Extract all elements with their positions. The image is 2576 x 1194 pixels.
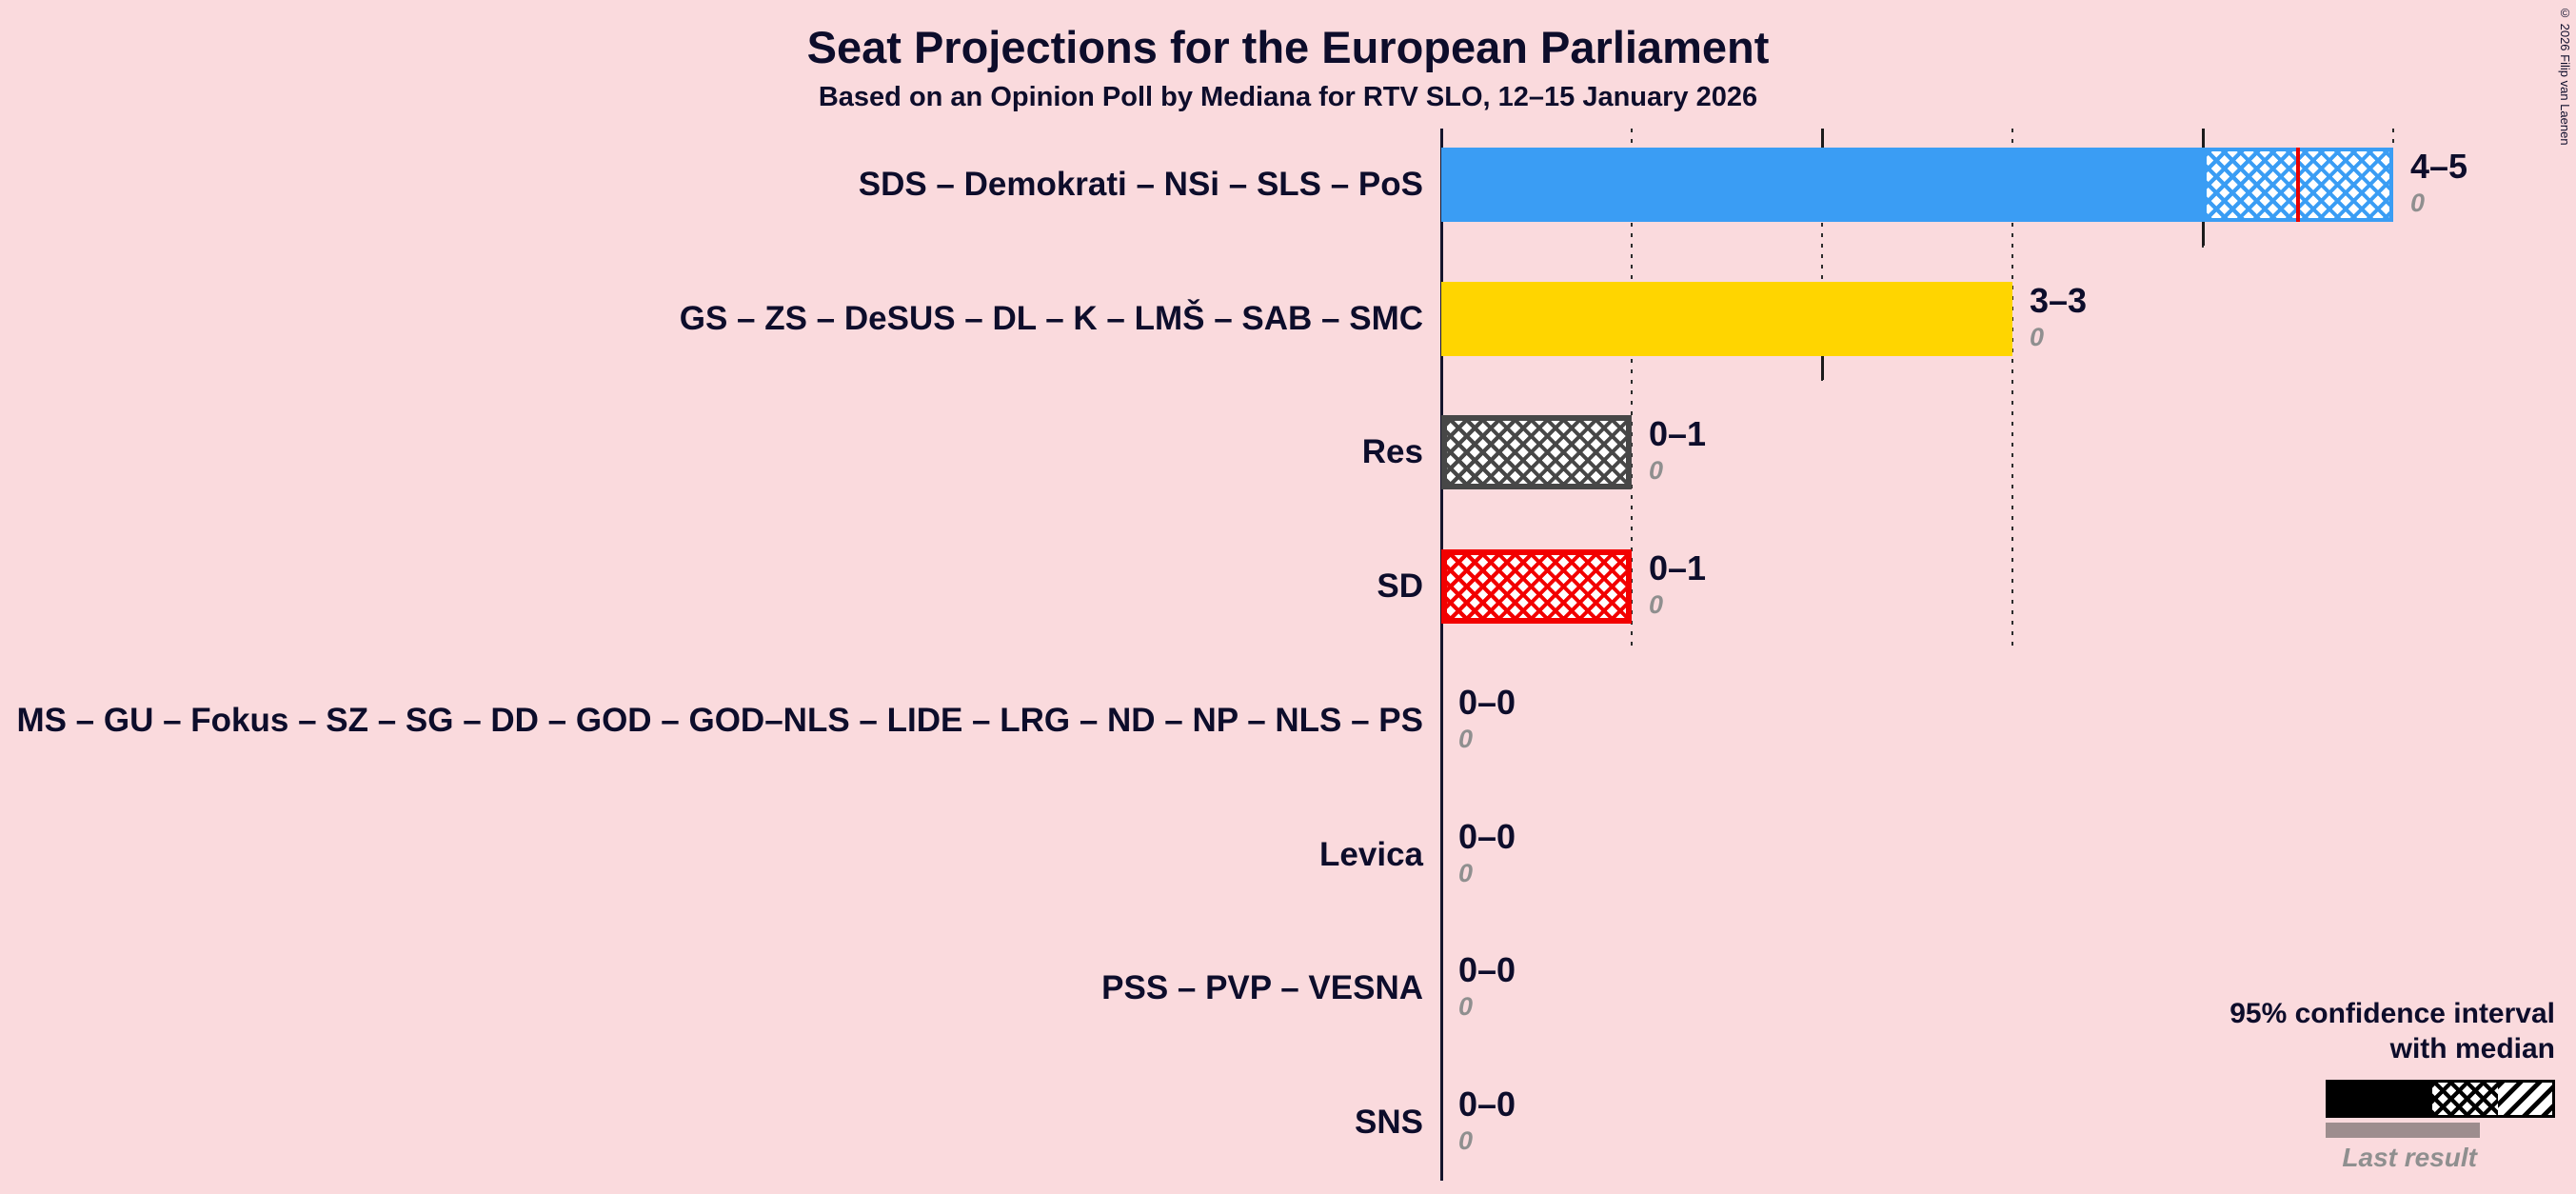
tick-seat-4 — [2202, 129, 2205, 149]
party-label: GS – ZS – DeSUS – DL – K – LMŠ – SAB – S… — [679, 299, 1423, 337]
legend-ci-line1: 95% confidence interval — [2229, 998, 2555, 1029]
gridline-seat-5 — [2392, 129, 2394, 149]
confidence-bar-hatch — [1441, 549, 1632, 625]
ci-value-label: 0–0 — [1458, 682, 1516, 722]
last-result-value: 0 — [1649, 456, 1664, 486]
gridline-seat-3 — [2011, 129, 2013, 649]
confidence-bar-solid — [1441, 281, 2012, 356]
last-result-value: 0 — [1458, 1125, 1474, 1155]
last-result-value: 0 — [1458, 992, 1474, 1022]
legend-ci-sample-bar — [2326, 1080, 2555, 1118]
copyright-note: © 2026 Filip van Laenen — [2558, 6, 2572, 146]
gridline-seat-1 — [1631, 129, 1633, 649]
ci-value-label: 0–0 — [1458, 950, 1516, 990]
tick-seat-4 — [2202, 222, 2205, 246]
tick-seat-2 — [1821, 356, 1824, 380]
last-result-value: 0 — [2030, 322, 2045, 351]
page-title: Seat Projections for the European Parlia… — [806, 22, 1770, 72]
legend: 95% confidence interval with median Last… — [1889, 996, 2555, 1173]
last-result-value: 0 — [1458, 724, 1474, 753]
party-label: Res — [1361, 433, 1423, 471]
party-label: Levica — [1319, 835, 1423, 873]
legend-ci-line2: with median — [2389, 1033, 2555, 1065]
last-result-value: 0 — [2410, 189, 2426, 217]
ci-value-label: 3–3 — [2030, 280, 2088, 320]
last-result-value: 0 — [1649, 590, 1664, 620]
page-subtitle: Based on an Opinion Poll by Mediana for … — [818, 82, 1758, 112]
legend-last-result-bar — [2326, 1123, 2480, 1138]
confidence-bar-solid — [1441, 148, 2203, 222]
ci-value-label: 0–0 — [1458, 1084, 1516, 1124]
ci-value-label: 0–1 — [1649, 414, 1707, 454]
party-label: SD — [1377, 567, 1423, 606]
gridline-seat-2 — [1821, 129, 1823, 381]
axis-line — [1440, 129, 1443, 1181]
legend-sample-crosshatch-segment — [2432, 1080, 2498, 1118]
ci-value-label: 4–5 — [2410, 147, 2468, 186]
last-result-value: 0 — [1458, 858, 1474, 887]
party-label: SNS — [1355, 1103, 1423, 1141]
party-label: SDS – Demokrati – NSi – SLS – PoS — [858, 166, 1423, 203]
median-line — [2296, 148, 2300, 222]
tick-seat-2 — [1821, 129, 1824, 149]
party-label: MS – GU – Fokus – SZ – SG – DD – GOD – G… — [16, 701, 1423, 739]
legend-last-result-label: Last result — [2342, 1143, 2477, 1172]
ci-value-label: 0–0 — [1458, 816, 1516, 856]
legend-sample-solid-segment — [2326, 1080, 2432, 1118]
party-label: PSS – PVP – VESNA — [1101, 969, 1423, 1007]
ci-value-label: 0–1 — [1649, 548, 1707, 588]
legend-sample-diagonal-segment — [2498, 1080, 2555, 1118]
confidence-bar-hatch — [1441, 415, 1632, 490]
